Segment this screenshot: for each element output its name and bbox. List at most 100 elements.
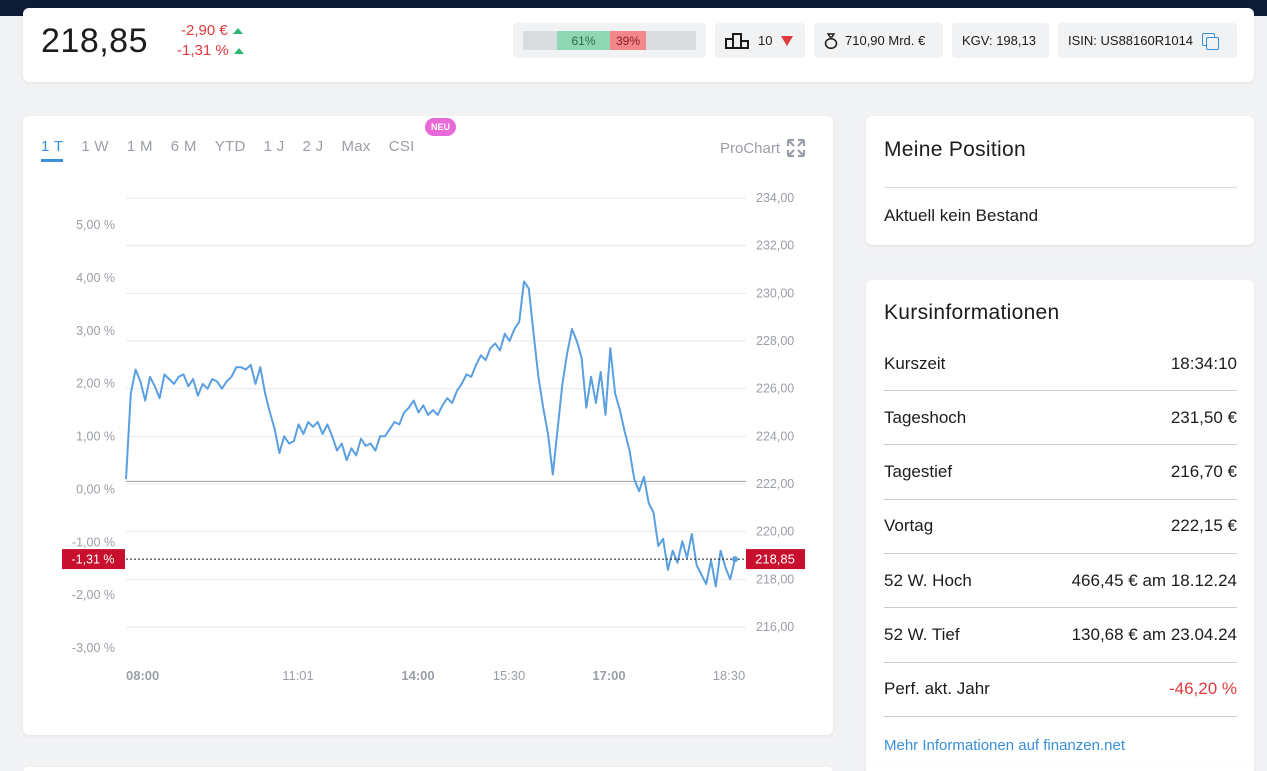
- y-right-tick-label: 216,00: [756, 620, 794, 634]
- tab-2j[interactable]: 2 J: [302, 138, 324, 155]
- sentiment-indicator[interactable]: 61% 39%: [513, 23, 706, 58]
- current-pct-label: -1,31 %: [71, 553, 114, 567]
- y-left-tick-label: 3,00 %: [76, 324, 115, 338]
- arrow-up-icon: [232, 28, 243, 35]
- price-info-label: 52 W. Hoch: [884, 570, 972, 590]
- kgv: KGV: 198,13: [952, 23, 1049, 58]
- price-info-value: 466,45 € am 18.12.24: [1071, 570, 1237, 590]
- quote-header: 218,85 -2,90 € -1,31 % 61% 39% 10 710,90…: [23, 8, 1254, 82]
- y-right-tick-label: 228,00: [756, 334, 794, 348]
- new-badge: NEU: [425, 118, 457, 136]
- x-tick-label: 14:00: [401, 668, 434, 683]
- isin-value: ISIN: US88160R1014: [1068, 33, 1194, 48]
- sentiment-bear-segment: 39%: [610, 31, 646, 50]
- price-info-label: Tagestief: [884, 462, 953, 482]
- x-tick-label: 18:30: [713, 668, 746, 683]
- y-right-tick-label: 234,00: [756, 191, 794, 205]
- current-price-dot: [732, 556, 738, 563]
- tab-1w[interactable]: 1 W: [81, 138, 109, 155]
- arrow-up-icon: [233, 48, 244, 55]
- arrow-down-icon: [781, 35, 794, 46]
- price-change-absolute: -2,90 €: [181, 22, 243, 39]
- tab-1m[interactable]: 1 M: [126, 138, 153, 155]
- y-left-tick-label: -2,00 %: [72, 588, 115, 602]
- price-info-label: Kurszeit: [884, 353, 946, 373]
- chart-range-tabs: 1 T 1 W 1 M 6 M YTD 1 J 2 J Max CSI: [41, 138, 433, 162]
- tab-csi[interactable]: CSI: [388, 138, 415, 155]
- prochart-label: ProChart: [720, 139, 781, 157]
- more-info-link[interactable]: Mehr Informationen auf finanzen.net: [884, 737, 1125, 754]
- tab-ytd[interactable]: YTD: [214, 138, 246, 155]
- tab-1t[interactable]: 1 T: [41, 138, 64, 162]
- sentiment-bull-segment: 61%: [557, 31, 610, 50]
- price-info-label: 52 W. Tief: [884, 625, 960, 644]
- chart-panel: 1 T 1 W 1 M 6 M YTD 1 J 2 J Max CSI NEU ProChart…: [23, 116, 833, 735]
- price-info-value: 222,15 €: [1170, 516, 1237, 536]
- y-left-tick-label: -3,00 %: [72, 641, 115, 655]
- sentiment-bull-label: 61%: [571, 33, 596, 48]
- tab-1j[interactable]: 1 J: [263, 138, 285, 155]
- y-right-tick-label: 224,00: [756, 429, 794, 443]
- copy-icon[interactable]: [1202, 32, 1220, 50]
- y-right-tick-label: 218,00: [756, 572, 794, 586]
- divider: [884, 187, 1237, 188]
- price-info-label: Tageshoch: [884, 407, 967, 427]
- sentiment-bear-label: 39%: [615, 33, 641, 48]
- price-info-value: 231,50 €: [1170, 407, 1237, 427]
- x-tick-label: 11:01: [282, 668, 314, 683]
- market-cap: 710,90 Mrd. €: [814, 23, 943, 58]
- isin[interactable]: ISIN: US88160R1014: [1058, 23, 1237, 58]
- position-empty-text: Aktuell kein Bestand: [884, 206, 1039, 225]
- current-price-label: 218,85: [755, 552, 795, 567]
- y-right-tick-label: 232,00: [756, 239, 794, 253]
- price-info-card: Kursinformationen Kurszeit 18:34:10 Tagesh…: [866, 280, 1254, 771]
- market-cap-value: 710,90 Mrd. €: [845, 33, 926, 48]
- y-left-tick-label: -1,00 %: [72, 535, 115, 549]
- price-info-value: -46,20 %: [1168, 679, 1237, 699]
- prochart-button[interactable]: ProChart: [720, 138, 806, 158]
- price-line: [125, 280, 736, 588]
- price-info-value: 130,68 € am 23.04.24: [1071, 625, 1237, 644]
- price-info-row: Tageshoch 231,50 €: [884, 391, 1237, 446]
- price-info-label: Perf. akt. Jahr: [884, 679, 990, 699]
- podium-icon: [725, 32, 749, 49]
- price-info-row: Vortag 222,15 €: [884, 500, 1237, 554]
- price-info-row: Perf. akt. Jahr -46,20 %: [884, 663, 1237, 717]
- price-info-title: Kursinformationen: [884, 301, 1060, 324]
- price-info-value: 216,70 €: [1170, 462, 1237, 482]
- y-right-tick-label: 230,00: [756, 286, 794, 300]
- x-tick-label: 17:00: [592, 668, 625, 683]
- price-chart[interactable]: 234,00 232,00 230,00 228,00 226,00 224,00 222,…: [23, 116, 833, 735]
- current-price: 218,85: [41, 22, 148, 60]
- y-left-tick-label: 5,00 %: [76, 218, 115, 232]
- kgv-value: KGV: 198,13: [962, 33, 1036, 48]
- price-info-row: Tagestief 216,70 €: [884, 446, 1237, 500]
- change-abs-value: -2,90 €: [181, 22, 228, 39]
- y-right-tick-label: 226,00: [756, 382, 794, 396]
- rank-value: 10: [758, 33, 773, 48]
- price-info-row: 52 W. Tief 130,68 € am 23.04.24: [884, 609, 1237, 663]
- position-title: Meine Position: [884, 138, 1026, 161]
- x-tick-label: 08:00: [126, 668, 159, 683]
- sentiment-bar: 61% 39%: [523, 31, 696, 50]
- x-tick-label: 15:30: [493, 668, 526, 683]
- price-info-label: Vortag: [884, 516, 934, 536]
- current-pct-marker: [62, 549, 125, 570]
- price-change-percent: -1,31 %: [177, 42, 244, 59]
- tab-6m[interactable]: 6 M: [170, 138, 197, 155]
- y-left-tick-label: 2,00 %: [76, 377, 115, 391]
- tab-max[interactable]: Max: [341, 138, 371, 155]
- next-panel-right: [866, 767, 1254, 771]
- y-right-tick-label: 220,00: [756, 525, 794, 539]
- rank-badge[interactable]: 10: [715, 23, 805, 58]
- current-price-marker: [746, 549, 805, 570]
- y-left-tick-label: 0,00 %: [76, 482, 115, 496]
- price-info-value: 18:34:10: [1170, 353, 1237, 373]
- expand-icon: [786, 138, 806, 158]
- y-left-tick-label: 1,00 %: [76, 430, 115, 444]
- price-info-row: Kurszeit 18:34:10: [884, 337, 1237, 391]
- y-right-tick-label: 222,00: [756, 477, 794, 491]
- my-position-card: Meine Position Aktuell kein Bestand: [866, 116, 1254, 245]
- price-info-row: 52 W. Hoch 466,45 € am 18.12.24: [884, 554, 1237, 609]
- money-bag-icon: [824, 32, 838, 49]
